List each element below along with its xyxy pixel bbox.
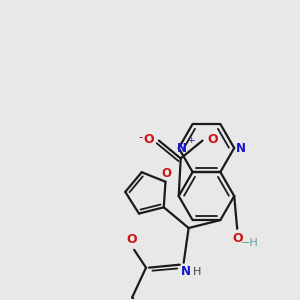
Text: N: N: [181, 265, 191, 278]
Text: O: O: [233, 232, 244, 245]
Text: H: H: [194, 267, 202, 277]
Text: N: N: [236, 142, 246, 154]
Text: N: N: [177, 142, 187, 155]
Text: O: O: [161, 167, 172, 180]
Text: O: O: [127, 233, 137, 246]
Text: O: O: [207, 133, 218, 146]
Text: +: +: [187, 136, 194, 145]
Text: -: -: [139, 131, 143, 144]
Text: O: O: [144, 133, 154, 146]
Text: −H: −H: [241, 238, 259, 248]
